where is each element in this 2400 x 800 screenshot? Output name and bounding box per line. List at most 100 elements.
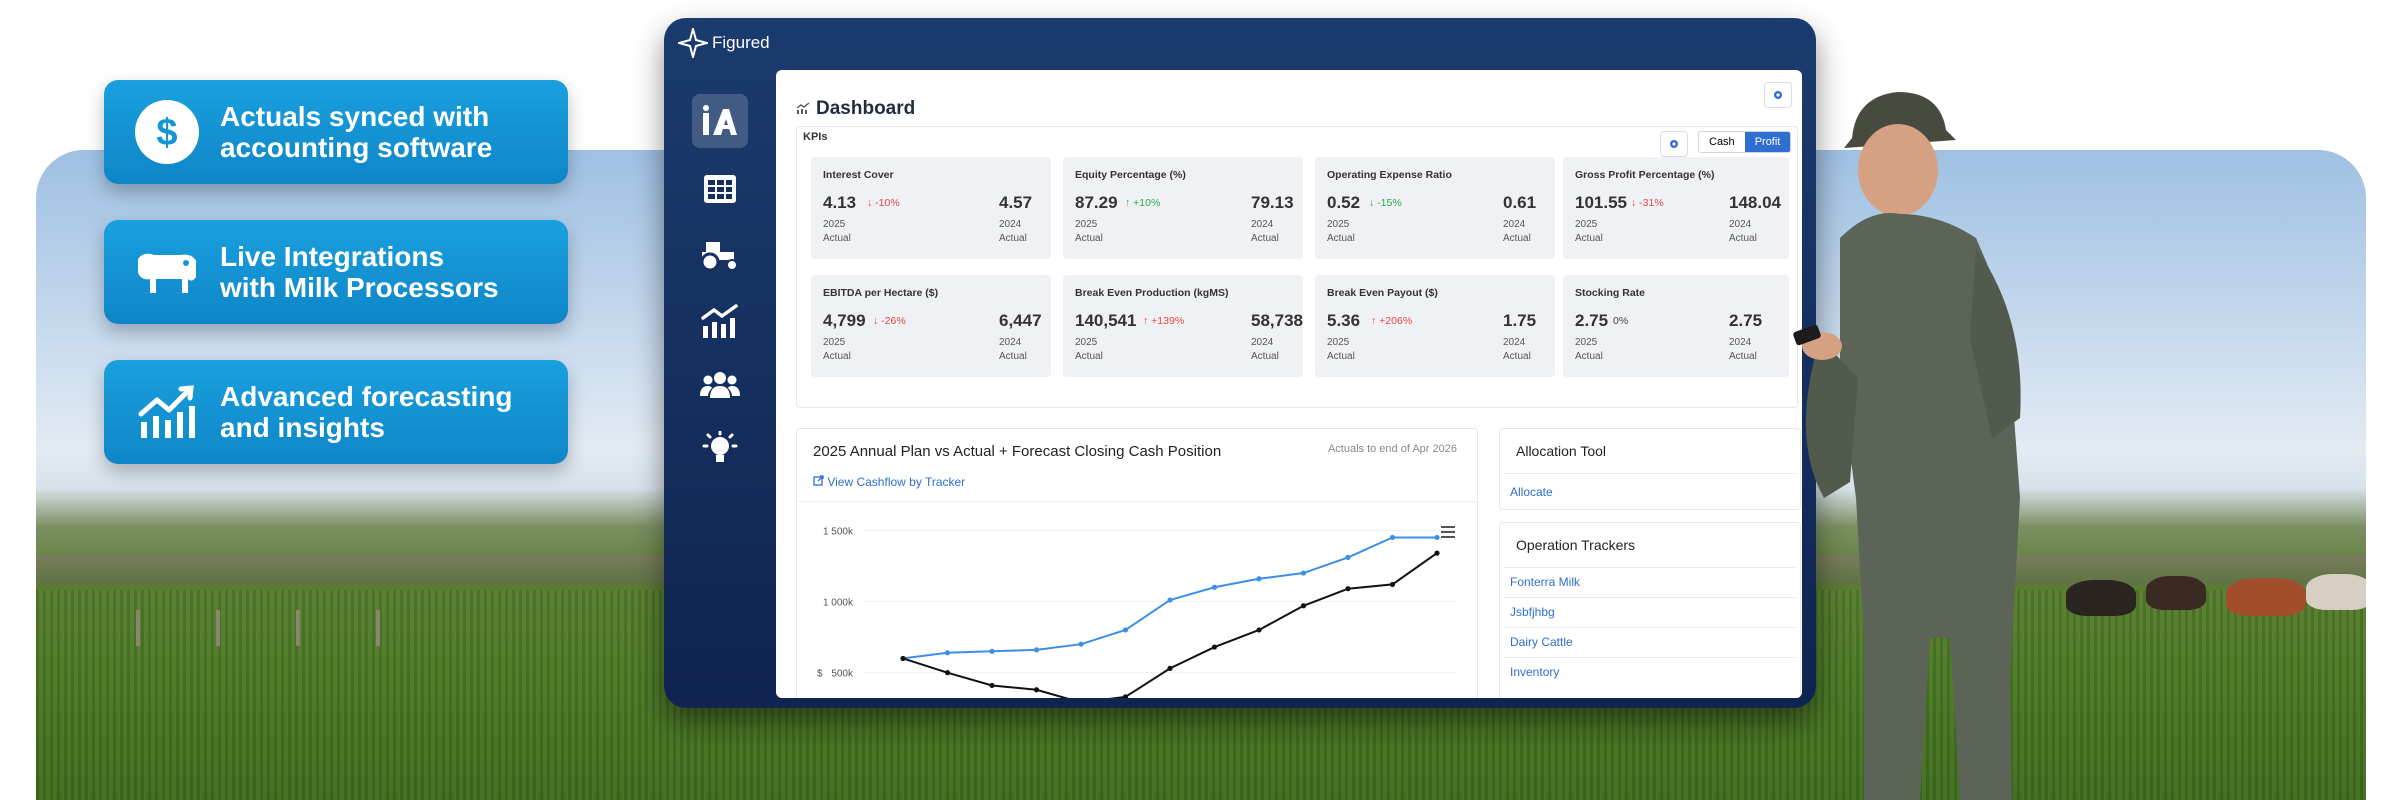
hamburger-icon [1441, 526, 1455, 538]
allocation-title: Allocation Tool [1516, 443, 1607, 459]
tracker-link[interactable]: Jsbfjhbg [1510, 605, 1555, 619]
feature-card-milk: Live Integrations with Milk Processors [104, 220, 568, 324]
kpi-card[interactable]: Equity Percentage (%) 87.29 ↑ +10% 2025 … [1063, 157, 1303, 259]
nav-table[interactable] [692, 162, 748, 216]
kpi-value: 0.52 [1327, 193, 1361, 212]
data-point[interactable] [1256, 576, 1262, 582]
toggle-cash[interactable]: Cash [1709, 136, 1735, 148]
chart-menu-button[interactable] [1441, 525, 1455, 543]
kpi-change: ↑ +206% [1371, 315, 1413, 327]
toggle-profit[interactable]: Profit [1744, 132, 1791, 152]
gear-icon [1774, 91, 1782, 99]
kpi-change: 0% [1613, 315, 1629, 327]
tractor-icon [700, 242, 738, 272]
tracker-link[interactable]: Fonterra Milk [1510, 575, 1581, 589]
fence-post [296, 610, 300, 646]
tracker-link[interactable]: Dairy Cattle [1510, 635, 1573, 649]
farmer-photo [1793, 92, 2021, 800]
kpi-prev-value: 2.75 [1729, 311, 1763, 330]
divider [1504, 657, 1796, 658]
chart-divider [797, 501, 1477, 502]
kpi-title: Equity Percentage (%) [1075, 169, 1186, 181]
kpi-prev-value: 58,738 [1251, 311, 1303, 330]
data-point[interactable] [1078, 641, 1084, 647]
kpi-prev-year: 2024 [1729, 337, 1752, 348]
divider [1504, 473, 1796, 474]
kpi-label: Actual [1075, 233, 1103, 244]
data-point[interactable] [1389, 534, 1396, 541]
operation-trackers-card: Operation Trackers Fonterra Milk Jsbfjhb… [1499, 522, 1801, 698]
data-point[interactable] [1033, 687, 1040, 693]
data-point[interactable] [1122, 627, 1129, 633]
data-point[interactable] [1033, 647, 1040, 653]
fence-post [376, 610, 380, 646]
data-point[interactable] [1211, 644, 1218, 650]
view-cashflow-link[interactable]: View Cashflow by Tracker [813, 475, 965, 489]
kpi-card[interactable]: Gross Profit Percentage (%) 101.55 ↓ -31… [1563, 157, 1789, 259]
kpi-year: 2025 [823, 337, 846, 348]
trackers-title: Operation Trackers [1516, 537, 1636, 553]
kpi-label: Actual [1327, 351, 1355, 362]
people-icon [700, 372, 740, 398]
kpi-card[interactable]: Interest Cover 4.13 ↓ -10% 2025 Actual 4… [811, 157, 1051, 259]
kpi-prev-year: 2024 [999, 337, 1022, 348]
kpi-card[interactable]: Operating Expense Ratio 0.52 ↓ -15% 2025… [1315, 157, 1555, 259]
kpi-label: Actual [1575, 351, 1603, 362]
cow [2226, 578, 2306, 616]
data-point[interactable] [1345, 554, 1351, 560]
data-point[interactable] [1256, 627, 1262, 633]
kpi-prev-label: Actual [1729, 351, 1757, 362]
data-point[interactable] [1300, 603, 1307, 609]
tracker-link[interactable]: Inventory [1510, 665, 1560, 679]
kpi-card[interactable]: Break Even Payout ($) 5.36 ↑ +206% 2025 … [1315, 275, 1555, 377]
data-point[interactable] [1211, 584, 1218, 590]
kpi-title: Operating Expense Ratio [1327, 169, 1452, 181]
chart-subtitle: Actuals to end of Apr 2026 [1327, 443, 1457, 455]
kpi-prev-year: 2024 [1251, 219, 1274, 230]
kpi-value: 87.29 [1075, 193, 1118, 212]
data-point[interactable] [1389, 581, 1396, 588]
allocate-link[interactable]: Allocate [1510, 485, 1553, 499]
kpi-card[interactable]: Break Even Production (kgMS) 140,541 ↑ +… [1063, 275, 1303, 377]
kpi-prev-label: Actual [999, 351, 1027, 362]
kpi-prev-value: 148.04 [1729, 193, 1781, 212]
nav-reports[interactable] [692, 294, 748, 348]
data-point[interactable] [1300, 570, 1307, 576]
data-point[interactable] [1434, 550, 1440, 556]
kpi-card[interactable]: Stocking Rate 2.75 0% 2025 Actual 2.75 2… [1563, 275, 1789, 377]
svg-text:$: $ [156, 112, 177, 154]
kpi-label: Actual [1327, 233, 1355, 244]
app-window: Figured Dashboard KPIs Cash Profit [664, 18, 1816, 708]
kpi-card[interactable]: EBITDA per Hectare ($) 4,799 ↓ -26% 2025… [811, 275, 1051, 377]
kpi-prev-year: 2024 [1729, 219, 1752, 230]
data-point[interactable] [1434, 534, 1440, 541]
nav-insights[interactable] [692, 422, 748, 476]
cow [2306, 574, 2366, 610]
data-point[interactable] [1345, 586, 1351, 592]
nav-tractor[interactable] [692, 228, 748, 282]
kpi-change: ↑ +139% [1143, 315, 1185, 327]
data-point[interactable] [944, 670, 951, 676]
data-point[interactable] [1122, 694, 1129, 698]
kpi-value: 101.55 [1575, 193, 1627, 212]
data-point[interactable] [989, 682, 995, 689]
external-link-icon [813, 475, 824, 486]
dollar-circle-icon: $ [132, 97, 202, 167]
nav-people[interactable] [692, 358, 748, 412]
dashboard-settings-button[interactable] [1764, 82, 1792, 108]
chart-trend-icon [132, 377, 202, 447]
data-point[interactable] [989, 648, 995, 654]
data-point[interactable] [900, 655, 906, 662]
data-point[interactable] [944, 650, 951, 656]
y-tick-label: 1 000k [823, 598, 854, 609]
feature-label: and insights [220, 412, 385, 443]
kpi-prev-value: 1.75 [1503, 311, 1537, 330]
kpi-label: Actual [1575, 233, 1603, 244]
kpi-settings-button[interactable] [1660, 131, 1688, 157]
kpi-prev-label: Actual [1503, 351, 1531, 362]
kpi-prev-label: Actual [1503, 233, 1531, 244]
feature-label: Actuals synced with [220, 101, 490, 132]
data-point[interactable] [1167, 665, 1173, 671]
data-point[interactable] [1167, 597, 1173, 603]
nav-home[interactable] [692, 94, 748, 148]
